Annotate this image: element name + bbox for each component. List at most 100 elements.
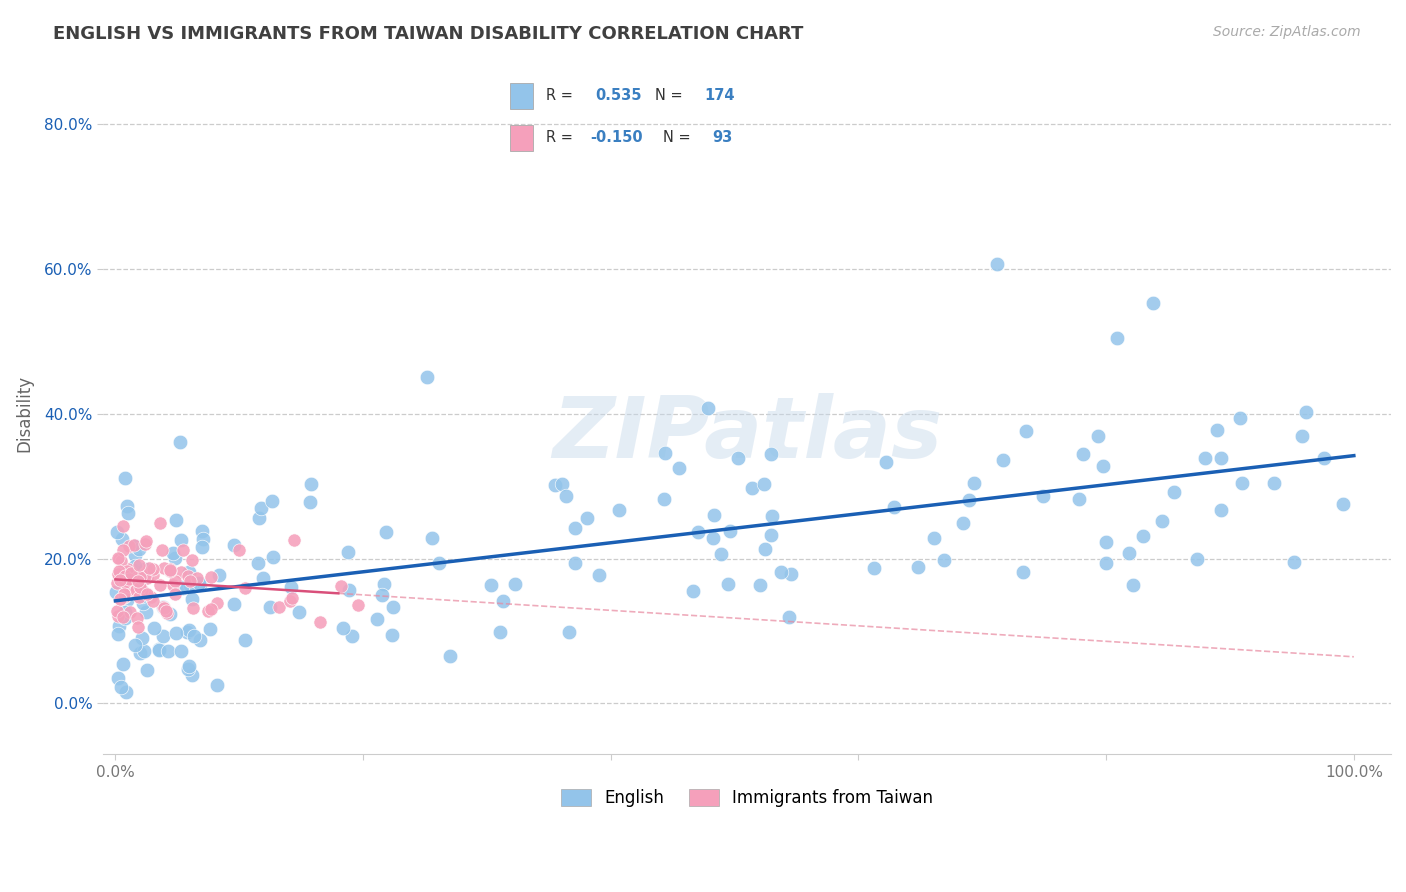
Point (862, 561, 884, 575)
Point (1232, 476, 1254, 491)
Point (179, 659, 201, 673)
Point (179, 577, 201, 591)
Point (121, 582, 143, 597)
Point (149, 516, 172, 530)
Point (654, 446, 676, 460)
Point (110, 532, 132, 546)
Point (1015, 425, 1038, 439)
Text: R =: R = (546, 130, 578, 145)
Point (104, 584, 127, 599)
Point (122, 572, 145, 586)
Point (298, 495, 321, 509)
FancyBboxPatch shape (509, 125, 533, 151)
Point (131, 589, 153, 603)
Point (181, 575, 204, 590)
Point (142, 568, 165, 582)
Point (105, 576, 128, 591)
Point (718, 524, 741, 539)
Point (107, 671, 129, 685)
Point (159, 607, 181, 621)
Point (375, 525, 398, 540)
Point (127, 582, 149, 596)
Point (1132, 529, 1154, 543)
Point (172, 543, 194, 558)
Point (107, 608, 129, 623)
Point (1094, 556, 1116, 570)
Point (148, 643, 170, 657)
Point (957, 493, 980, 508)
Point (759, 447, 782, 461)
Point (1032, 489, 1054, 503)
Point (200, 570, 222, 584)
Point (132, 644, 155, 658)
Point (162, 578, 184, 592)
Point (1094, 534, 1116, 549)
Point (288, 605, 311, 619)
Text: R =: R = (546, 87, 578, 103)
Point (224, 597, 246, 611)
Point (135, 605, 157, 619)
Point (110, 553, 132, 567)
Point (118, 606, 141, 620)
Point (128, 646, 150, 660)
Point (157, 644, 180, 658)
Point (1185, 551, 1208, 566)
Point (121, 583, 143, 598)
Point (544, 478, 567, 492)
Point (127, 574, 149, 588)
Point (127, 611, 149, 625)
Point (748, 578, 770, 592)
Point (188, 576, 211, 591)
Point (122, 580, 145, 594)
Point (1313, 450, 1336, 465)
Point (963, 475, 986, 490)
Point (169, 565, 191, 579)
Point (688, 525, 710, 540)
Point (668, 460, 690, 475)
Point (269, 599, 291, 614)
Text: ENGLISH VS IMMIGRANTS FROM TAIWAN DISABILITY CORRELATION CHART: ENGLISH VS IMMIGRANTS FROM TAIWAN DISABI… (53, 25, 804, 43)
Point (1142, 296, 1164, 310)
Point (416, 370, 439, 384)
Point (111, 609, 134, 624)
Point (138, 561, 160, 575)
Point (371, 588, 394, 602)
Point (124, 538, 146, 552)
Point (1122, 578, 1144, 592)
Point (179, 566, 201, 580)
Text: Source: ZipAtlas.com: Source: ZipAtlas.com (1213, 25, 1361, 39)
Point (200, 602, 222, 616)
Point (131, 583, 153, 598)
Point (233, 632, 256, 647)
Point (156, 606, 179, 620)
Point (124, 548, 146, 562)
Point (105, 603, 128, 617)
Point (136, 587, 159, 601)
Point (120, 580, 142, 594)
Point (1194, 450, 1216, 465)
Point (114, 611, 136, 625)
Point (208, 568, 231, 582)
Point (177, 662, 200, 676)
Point (551, 477, 574, 491)
Point (117, 506, 139, 520)
Point (152, 600, 174, 615)
Point (503, 577, 526, 591)
Point (883, 500, 905, 515)
Point (181, 668, 204, 682)
Point (727, 450, 749, 465)
Point (122, 563, 145, 577)
Point (752, 477, 775, 491)
Point (769, 565, 792, 579)
Point (952, 516, 974, 531)
Point (170, 644, 193, 658)
Point (117, 582, 139, 597)
Point (124, 582, 146, 597)
Point (112, 589, 135, 603)
Point (149, 577, 172, 591)
Point (710, 547, 733, 561)
Point (152, 629, 174, 643)
Point (177, 624, 200, 638)
Point (247, 511, 270, 525)
Point (108, 618, 131, 632)
